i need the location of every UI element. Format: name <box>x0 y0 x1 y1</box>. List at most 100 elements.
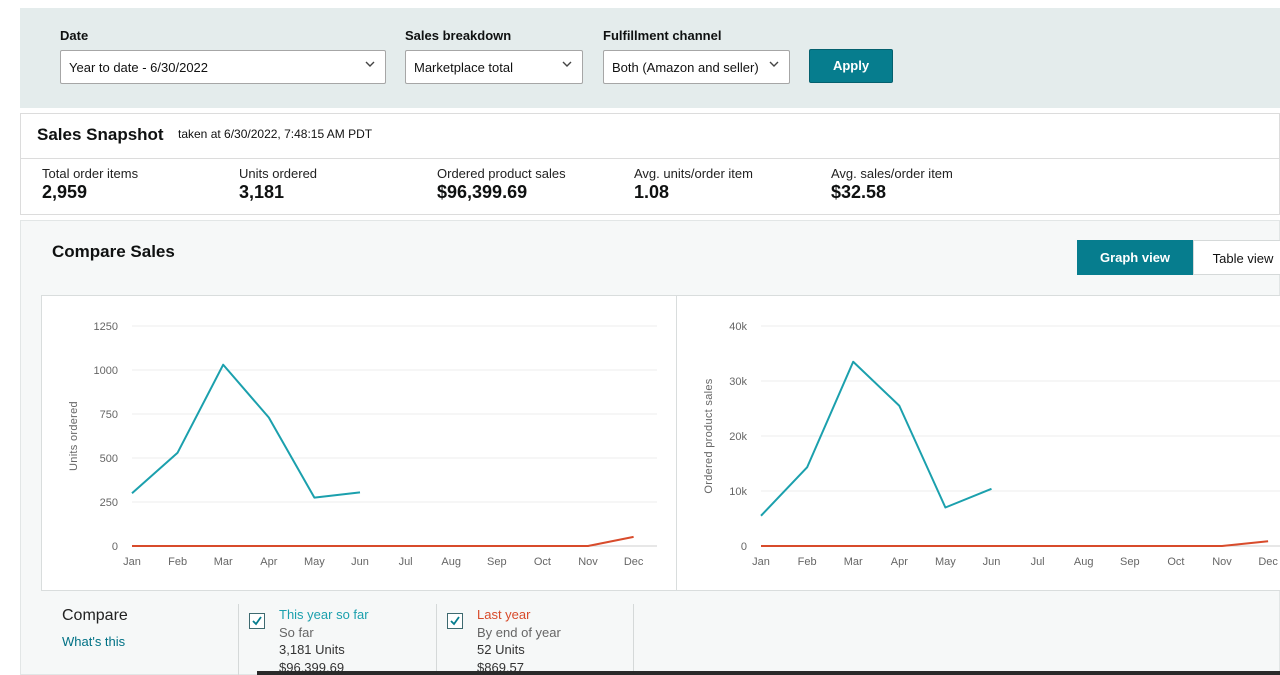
metric-label: Ordered product sales <box>437 166 566 181</box>
y-tick-label: 20k <box>729 431 747 443</box>
legend-item-this-year: This year so far So far 3,181 Units $96,… <box>238 604 436 675</box>
metric-ordered-product-sales: Ordered product sales $96,399.69 <box>437 166 566 203</box>
x-tick-label: Aug <box>441 556 461 568</box>
sales-breakdown-label: Sales breakdown <box>405 28 512 43</box>
y-tick-label: 500 <box>100 453 118 465</box>
x-tick-label: Apr <box>891 556 908 568</box>
x-tick-label: May <box>304 556 325 568</box>
metric-avg-units-per-order-item: Avg. units/order item 1.08 <box>634 166 753 203</box>
x-tick-label: Dec <box>1258 556 1278 568</box>
legend-series-units: 3,181 Units <box>279 642 345 657</box>
x-tick-label: Jan <box>123 556 141 568</box>
x-tick-label: Sep <box>1120 556 1140 568</box>
chevron-down-icon <box>769 61 779 67</box>
sales-breakdown-filter: Sales breakdown Marketplace total <box>405 28 583 84</box>
y-tick-label: 0 <box>112 541 118 553</box>
metric-value: 2,959 <box>42 182 88 202</box>
units-ordered-chart: 0 250 500 750 1000 1250 Jan Feb Mar Apr May Jun Jul A… <box>41 295 677 591</box>
whats-this-link[interactable]: What's this <box>62 634 126 649</box>
y-tick-label: 40k <box>729 321 747 333</box>
chart-svg: 0 10k 20k 30k 40k Jan Feb Mar Apr May Jun Jul Aug Sep… <box>703 321 1280 568</box>
x-tick-label: Apr <box>260 556 277 568</box>
checkmark-icon <box>450 616 460 626</box>
series-line-this-year <box>131 363 361 499</box>
fulfillment-value: Both (Amazon and seller) <box>612 60 759 75</box>
snapshot-header: Sales Snapshot taken at 6/30/2022, 7:48:… <box>21 114 1279 159</box>
y-tick-label: 1000 <box>94 365 118 377</box>
compare-sales-panel: Compare Sales Graph view Table view 0 250… <box>20 220 1280 675</box>
y-tick-label: 750 <box>100 409 118 421</box>
x-tick-label: Oct <box>534 556 551 568</box>
legend-last-year-text: Last year By end of year 52 Units $869.5… <box>477 606 561 675</box>
compare-legend-header: Compare What's this <box>62 607 128 649</box>
compare-legend-title: Compare <box>62 607 128 624</box>
legend-series-sales: $96,399.69 <box>279 659 345 675</box>
table-view-button[interactable]: Table view <box>1193 240 1280 275</box>
date-select[interactable]: Year to date - 6/30/2022 <box>60 50 386 84</box>
metric-label: Total order items <box>42 166 139 181</box>
series-line-last-year <box>761 540 1269 547</box>
x-tick-label: Jul <box>1031 556 1045 568</box>
filter-bar: Date Year to date - 6/30/2022 Sales brea… <box>20 8 1280 108</box>
fulfillment-label: Fulfillment channel <box>603 28 722 43</box>
x-tick-label: Sep <box>487 556 507 568</box>
legend-item-last-year: Last year By end of year 52 Units $869.5… <box>436 604 634 675</box>
snapshot-timestamp: taken at 6/30/2022, 7:48:15 AM PDT <box>178 127 373 141</box>
legend-this-year-text: This year so far So far 3,181 Units $96,… <box>279 606 369 675</box>
legend-series-sub: So far <box>279 624 314 640</box>
legend-series-name: Last year <box>477 607 531 622</box>
metric-label: Units ordered <box>239 166 318 181</box>
legend-series-sub: By end of year <box>477 624 561 640</box>
x-tick-label: Dec <box>624 556 644 568</box>
metric-value: 3,181 <box>239 182 285 202</box>
metric-value: $96,399.69 <box>437 182 528 202</box>
compare-sales-title: Compare Sales <box>52 242 175 261</box>
x-tick-label: Jul <box>399 556 413 568</box>
x-tick-label: Aug <box>1074 556 1094 568</box>
y-axis-label: Units ordered <box>68 401 80 471</box>
x-tick-label: Nov <box>578 556 598 568</box>
bottom-divider <box>257 671 1280 675</box>
x-tick-label: Oct <box>1167 556 1184 568</box>
checkmark-icon <box>252 616 262 626</box>
date-select-value: Year to date - 6/30/2022 <box>69 60 209 75</box>
x-tick-label: Jan <box>752 556 770 568</box>
ordered-product-sales-chart: 0 10k 20k 30k 40k Jan Feb Mar Apr May Jun Jul Aug Sep… <box>676 295 1280 591</box>
x-tick-label: Jun <box>351 556 369 568</box>
legend-series-units: 52 Units <box>477 642 525 657</box>
date-filter-label: Date <box>60 28 89 43</box>
fulfillment-filter: Fulfillment channel Both (Amazon and sel… <box>603 28 790 84</box>
metric-avg-sales-per-order-item: Avg. sales/order item $32.58 <box>831 166 953 203</box>
x-tick-label: Mar <box>844 556 863 568</box>
chart-svg: 0 250 500 750 1000 1250 Jan Feb Mar Apr May Jun Jul A… <box>68 321 657 568</box>
chevron-down-icon <box>562 61 572 67</box>
sales-breakdown-value: Marketplace total <box>414 60 513 75</box>
fulfillment-select[interactable]: Both (Amazon and seller) <box>603 50 790 84</box>
y-tick-label: 1250 <box>94 321 118 333</box>
metric-label: Avg. sales/order item <box>831 166 953 181</box>
y-tick-label: 0 <box>741 541 747 553</box>
y-tick-label: 30k <box>729 376 747 388</box>
legend-series-sales: $869.57 <box>477 659 524 675</box>
y-tick-label: 10k <box>729 486 747 498</box>
sales-snapshot: Sales Snapshot taken at 6/30/2022, 7:48:… <box>20 113 1280 215</box>
graph-view-button[interactable]: Graph view <box>1077 240 1193 275</box>
last-year-checkbox[interactable] <box>447 613 463 629</box>
apply-button[interactable]: Apply <box>809 49 893 83</box>
x-tick-label: Feb <box>798 556 817 568</box>
metric-value: 1.08 <box>634 182 670 202</box>
y-axis-label: Ordered product sales <box>703 378 715 493</box>
series-line-last-year <box>132 535 634 547</box>
legend-series-name: This year so far <box>279 607 369 622</box>
x-tick-label: Mar <box>214 556 233 568</box>
metric-value: $32.58 <box>831 182 887 202</box>
sales-breakdown-select[interactable]: Marketplace total <box>405 50 583 84</box>
x-tick-label: Feb <box>168 556 187 568</box>
metric-label: Avg. units/order item <box>634 166 753 181</box>
x-tick-label: Nov <box>1212 556 1232 568</box>
series-line-this-year <box>760 360 992 517</box>
metric-units-ordered: Units ordered 3,181 <box>239 166 317 203</box>
y-tick-label: 250 <box>100 497 118 509</box>
this-year-checkbox[interactable] <box>249 613 265 629</box>
metric-total-order-items: Total order items 2,959 <box>42 166 138 203</box>
